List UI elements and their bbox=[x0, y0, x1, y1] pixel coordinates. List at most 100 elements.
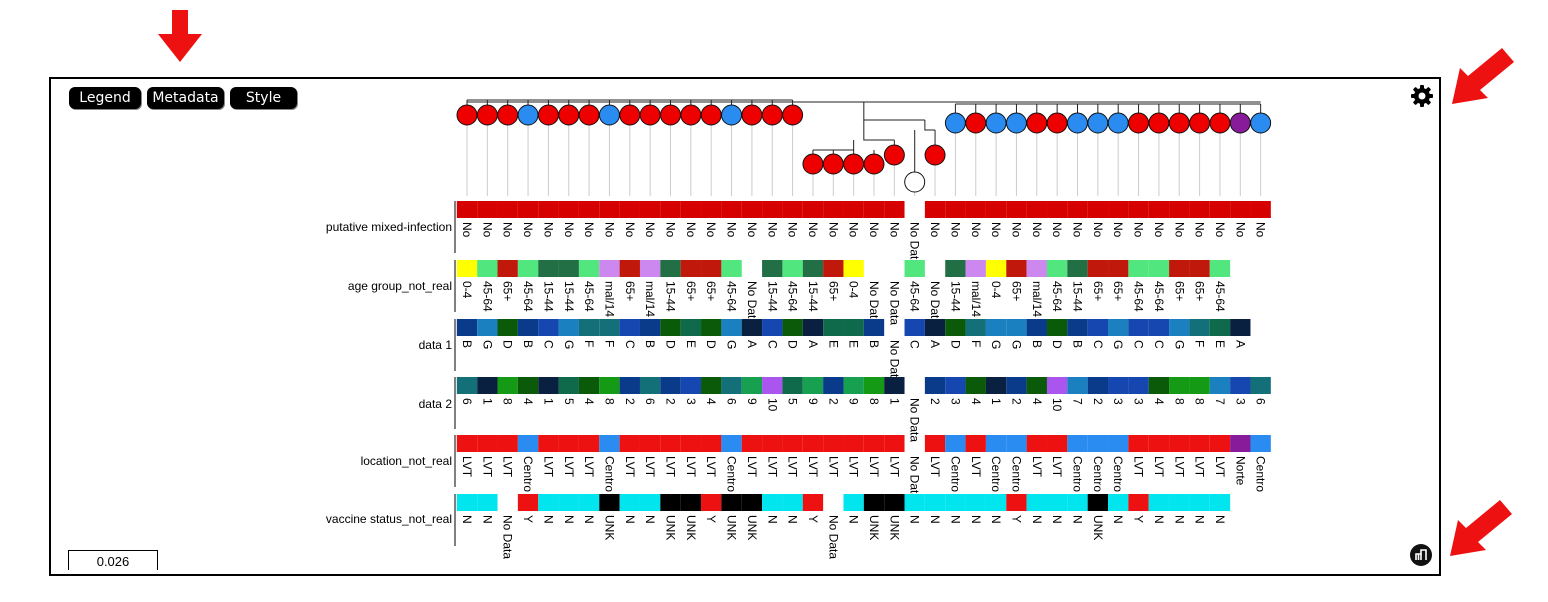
track-cell bbox=[1026, 377, 1047, 394]
track-cell bbox=[1108, 319, 1129, 336]
track-cell bbox=[599, 319, 620, 336]
tree-view-button[interactable] bbox=[1409, 543, 1433, 567]
track-cell bbox=[1128, 435, 1149, 452]
track-cell-label: LVT bbox=[460, 456, 474, 478]
track-cell bbox=[1026, 435, 1047, 452]
track-cell bbox=[639, 377, 661, 394]
track-cell-label: No bbox=[541, 222, 555, 238]
track-cell bbox=[1128, 260, 1149, 277]
track-cell bbox=[1006, 435, 1027, 452]
track-cell bbox=[1067, 377, 1088, 394]
track-cell-label: D bbox=[1050, 340, 1064, 349]
track-cell-label: B bbox=[643, 340, 657, 348]
track-cell bbox=[985, 319, 1007, 336]
track-cell bbox=[741, 435, 763, 452]
metadata-button[interactable]: Metadata bbox=[147, 87, 224, 109]
track-cell bbox=[1067, 260, 1088, 277]
track-cell-label: No bbox=[1071, 222, 1085, 238]
track-cell bbox=[578, 319, 600, 336]
track-cell bbox=[660, 494, 681, 511]
track-cell bbox=[965, 377, 986, 394]
track-cell-label: 45-64 bbox=[908, 281, 922, 312]
track-cell-label: No Data bbox=[928, 281, 942, 325]
track-cell bbox=[843, 201, 864, 218]
tip-node bbox=[822, 153, 844, 175]
tip-node bbox=[578, 104, 600, 126]
legend-button[interactable]: Legend bbox=[69, 87, 141, 109]
track-cell-label: No bbox=[887, 222, 901, 238]
track-cell bbox=[1046, 319, 1068, 336]
track-cell bbox=[660, 260, 681, 277]
track-cell bbox=[517, 494, 539, 511]
track-cell bbox=[680, 377, 702, 394]
track-cell bbox=[1006, 260, 1027, 277]
track-cell-label: 1 bbox=[541, 398, 555, 405]
track-cell-label: UNK bbox=[725, 515, 739, 540]
track-cell-label: No Data bbox=[908, 456, 922, 500]
track-cell-label: No Data bbox=[908, 222, 922, 266]
track-cell bbox=[1148, 377, 1170, 394]
track-cell-label: 65+ bbox=[704, 281, 718, 301]
track-cell-label: LVT bbox=[1030, 456, 1044, 478]
track-cell bbox=[701, 377, 722, 394]
track-cell-label: 65+ bbox=[1193, 281, 1207, 301]
track-cell-label: No bbox=[1050, 222, 1064, 238]
track-cell bbox=[558, 319, 579, 336]
track-cell-label: No bbox=[725, 222, 739, 238]
track-cell bbox=[945, 435, 966, 452]
track-cell-label: 15-44 bbox=[765, 281, 779, 312]
track-cell bbox=[965, 319, 986, 336]
track-cell-label: G bbox=[480, 340, 494, 349]
track-cell-label: No bbox=[460, 222, 474, 238]
track-cell-label: C bbox=[541, 340, 555, 349]
track-cell-label: 2 bbox=[826, 398, 840, 405]
annotation-arrow-settings-icon bbox=[1452, 48, 1514, 104]
tip-node bbox=[517, 104, 539, 126]
track-cell-label: No bbox=[1091, 222, 1105, 238]
track-cell bbox=[477, 435, 498, 452]
track-cell-label: No bbox=[562, 222, 576, 238]
track-cell-label: 15-44 bbox=[948, 281, 962, 312]
track-cell-label: LVT bbox=[704, 456, 718, 478]
track-cell bbox=[1087, 201, 1109, 218]
track-cell bbox=[538, 260, 559, 277]
track-cell-label: Centro bbox=[1071, 456, 1085, 492]
track-cell-label: 45-64 bbox=[521, 281, 535, 312]
track-cell bbox=[762, 494, 783, 511]
tip-node bbox=[1067, 112, 1088, 134]
track-cell-label: No bbox=[826, 222, 840, 238]
track-cell bbox=[701, 494, 722, 511]
track-cell bbox=[782, 435, 803, 452]
track-cell bbox=[538, 377, 559, 394]
track-cell bbox=[863, 494, 885, 511]
tip-node bbox=[1250, 112, 1272, 134]
track-cell bbox=[619, 201, 640, 218]
track-cell-label: 9 bbox=[745, 398, 759, 405]
track-cell bbox=[1189, 435, 1210, 452]
track-cell bbox=[497, 201, 518, 218]
track-cell-label: N bbox=[1030, 515, 1044, 524]
track-cell-label: 1 bbox=[989, 398, 1003, 405]
track-cell bbox=[1209, 260, 1231, 277]
track-cell-label: 65+ bbox=[684, 281, 698, 301]
track-cell bbox=[456, 435, 478, 452]
track-cell-label: 10 bbox=[1050, 398, 1064, 412]
track-cell bbox=[945, 201, 966, 218]
track-cell-label: 65+ bbox=[826, 281, 840, 301]
track-cell-label: A bbox=[806, 340, 820, 348]
track-cell-label: LVT bbox=[1132, 456, 1146, 478]
track-cell-label: 65+ bbox=[1172, 281, 1186, 301]
track-cell-label: D bbox=[786, 340, 800, 349]
track-cell bbox=[762, 201, 783, 218]
track-cell bbox=[782, 319, 803, 336]
track-cell-label: No bbox=[928, 222, 942, 238]
track-cell-label: 45-64 bbox=[1152, 281, 1166, 312]
track-cell bbox=[823, 201, 844, 218]
track-cell-label: No bbox=[1030, 222, 1044, 238]
track-cell-label: No bbox=[867, 222, 881, 238]
settings-button[interactable] bbox=[1410, 84, 1434, 108]
track-cell bbox=[823, 435, 844, 452]
style-button[interactable]: Style bbox=[230, 87, 297, 109]
track-cell bbox=[538, 494, 559, 511]
track-cell bbox=[924, 377, 946, 394]
